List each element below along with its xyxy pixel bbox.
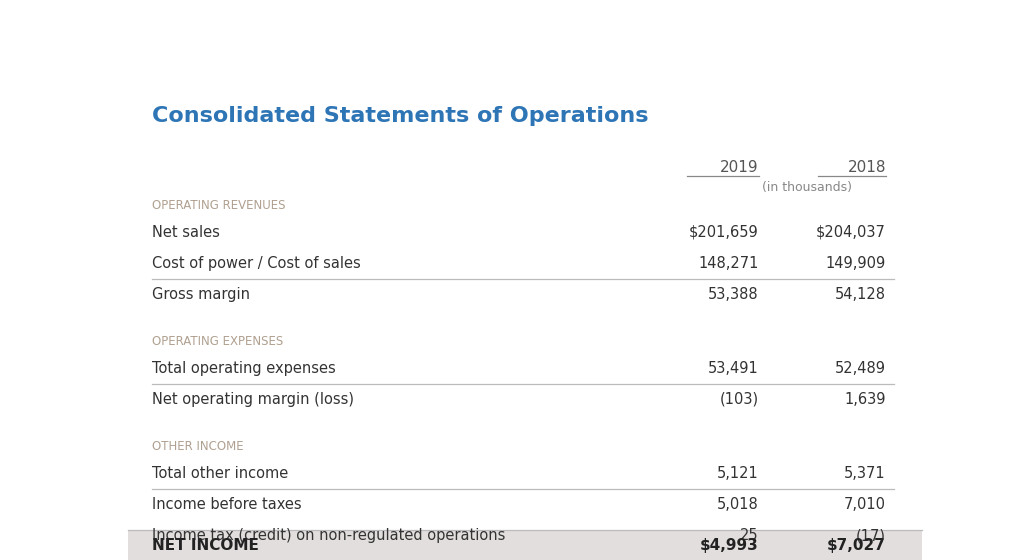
Text: Total operating expenses: Total operating expenses bbox=[152, 361, 336, 376]
Text: 2019: 2019 bbox=[720, 160, 759, 175]
Text: Net operating margin (loss): Net operating margin (loss) bbox=[152, 392, 354, 407]
Text: (103): (103) bbox=[720, 392, 759, 407]
Text: 53,388: 53,388 bbox=[709, 287, 759, 302]
Text: Income tax (credit) on non-regulated operations: Income tax (credit) on non-regulated ope… bbox=[152, 528, 505, 543]
Text: OTHER INCOME: OTHER INCOME bbox=[152, 440, 244, 453]
Text: OPERATING EXPENSES: OPERATING EXPENSES bbox=[152, 335, 283, 348]
Text: 5,371: 5,371 bbox=[844, 466, 886, 481]
Text: Cost of power / Cost of sales: Cost of power / Cost of sales bbox=[152, 255, 360, 270]
Text: 2018: 2018 bbox=[848, 160, 886, 175]
Text: (17): (17) bbox=[856, 528, 886, 543]
Text: Income before taxes: Income before taxes bbox=[152, 497, 301, 512]
Text: 148,271: 148,271 bbox=[698, 255, 759, 270]
Text: 52,489: 52,489 bbox=[835, 361, 886, 376]
Text: 53,491: 53,491 bbox=[709, 361, 759, 376]
Text: 1,639: 1,639 bbox=[845, 392, 886, 407]
Text: (in thousands): (in thousands) bbox=[762, 181, 852, 194]
Text: 54,128: 54,128 bbox=[835, 287, 886, 302]
FancyBboxPatch shape bbox=[128, 530, 922, 560]
Text: $7,027: $7,027 bbox=[827, 538, 886, 553]
Text: 25: 25 bbox=[740, 528, 759, 543]
Text: Total other income: Total other income bbox=[152, 466, 288, 481]
Text: NET INCOME: NET INCOME bbox=[152, 538, 259, 553]
Text: 7,010: 7,010 bbox=[844, 497, 886, 512]
Text: Consolidated Statements of Operations: Consolidated Statements of Operations bbox=[152, 106, 648, 126]
Text: $201,659: $201,659 bbox=[689, 225, 759, 240]
Text: 5,121: 5,121 bbox=[717, 466, 759, 481]
Text: $4,993: $4,993 bbox=[700, 538, 759, 553]
Text: OPERATING REVENUES: OPERATING REVENUES bbox=[152, 199, 286, 212]
Text: $204,037: $204,037 bbox=[816, 225, 886, 240]
Text: 149,909: 149,909 bbox=[825, 255, 886, 270]
Text: Net sales: Net sales bbox=[152, 225, 220, 240]
Text: Gross margin: Gross margin bbox=[152, 287, 250, 302]
Text: 5,018: 5,018 bbox=[717, 497, 759, 512]
